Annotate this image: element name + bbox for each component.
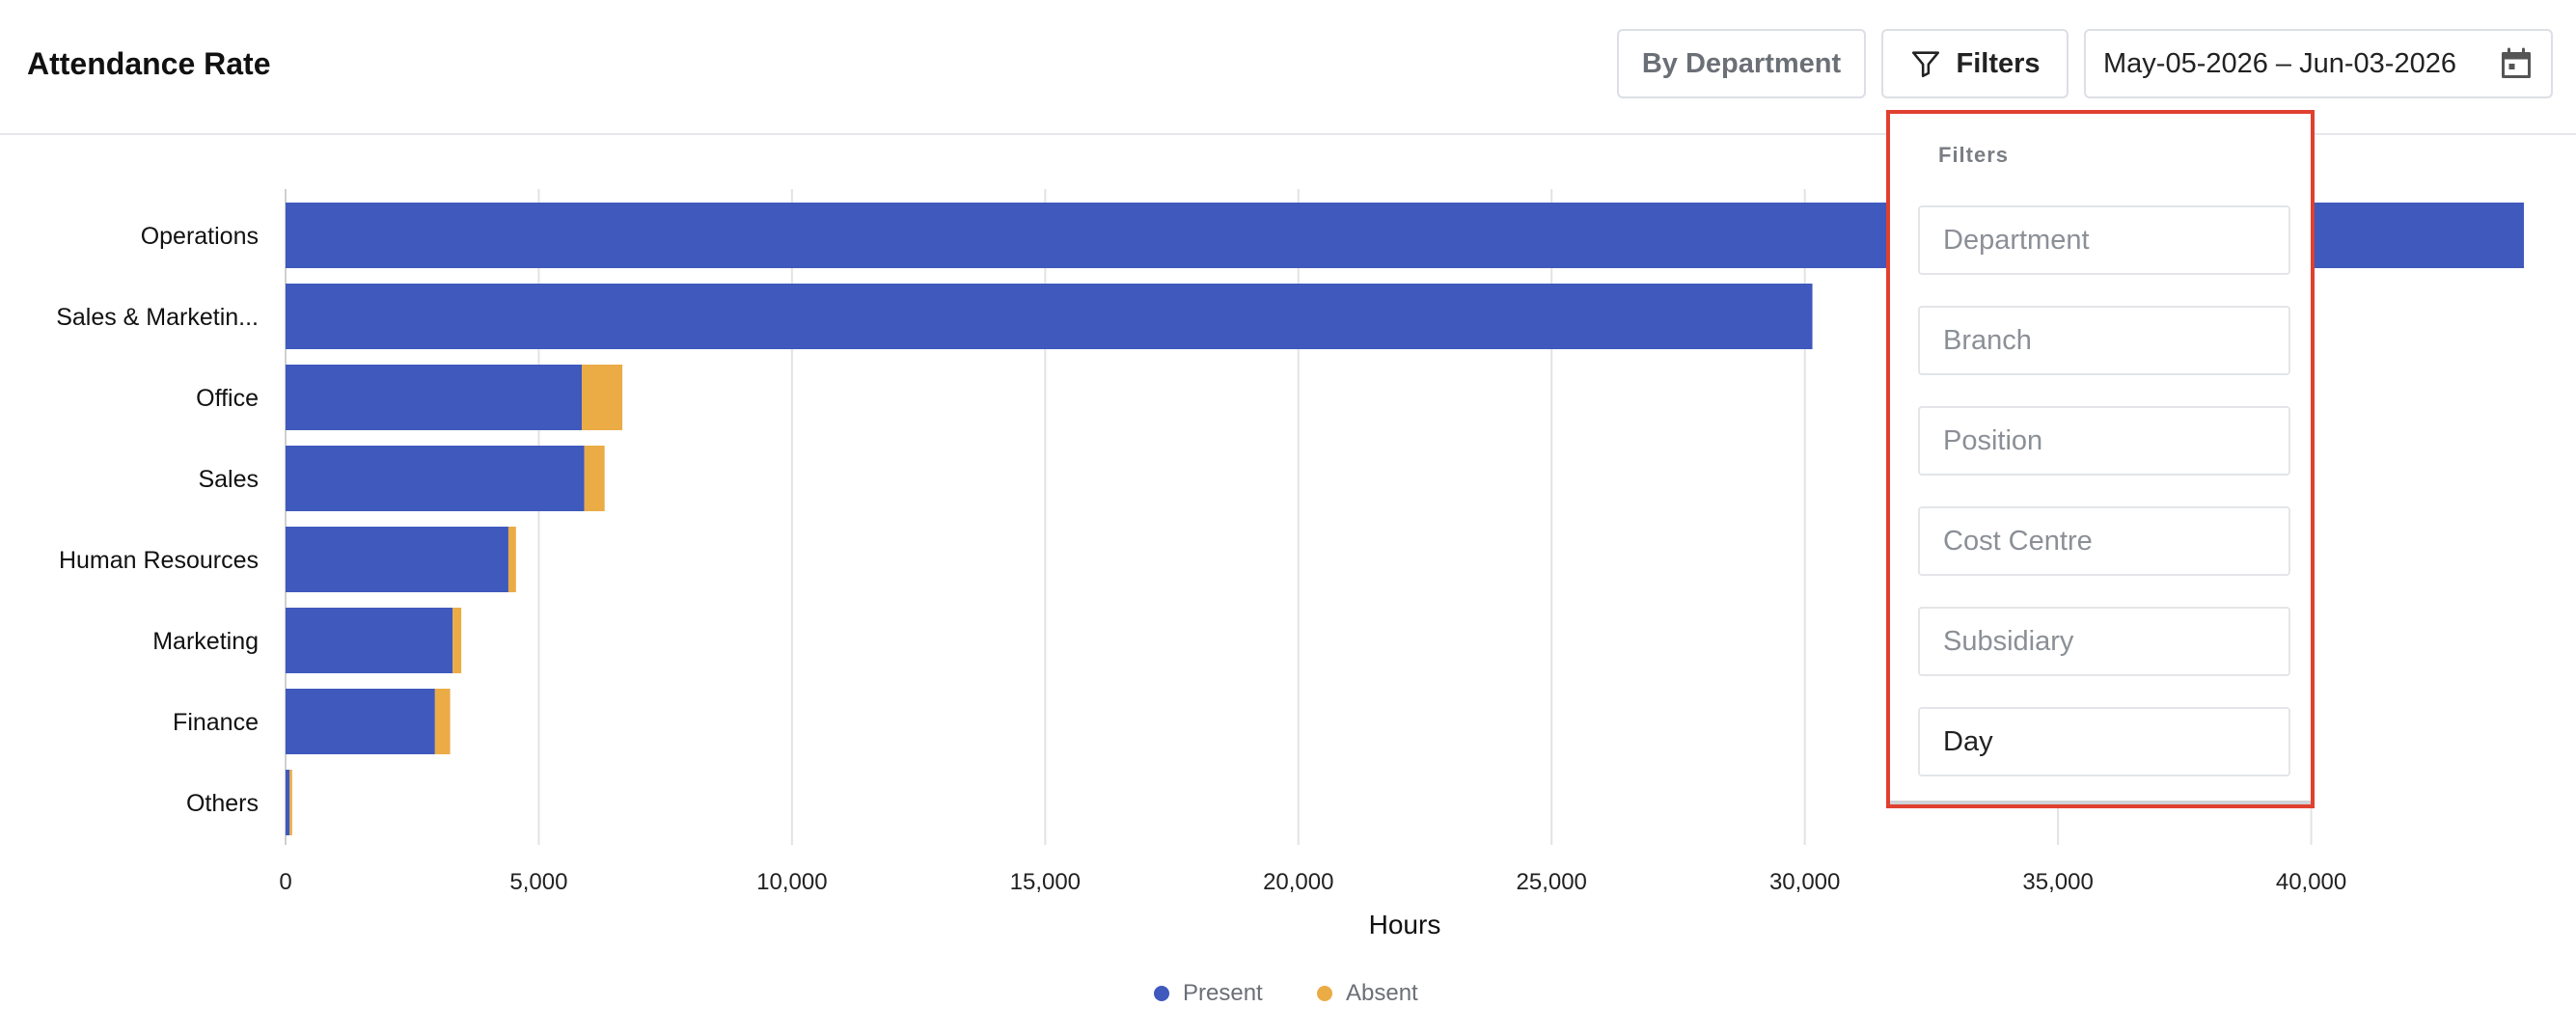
bar-present-2[interactable] bbox=[286, 365, 583, 430]
category-label: Operations bbox=[141, 223, 259, 250]
legend-label-present: Present bbox=[1183, 980, 1263, 1006]
bar-absent-3[interactable] bbox=[584, 446, 605, 511]
x-tick-label: 20,000 bbox=[1263, 869, 1333, 895]
bar-present-4[interactable] bbox=[286, 527, 508, 592]
cost-centre-filter-field[interactable]: Cost Centre bbox=[1918, 506, 2290, 576]
period-filter-value: Day bbox=[1943, 725, 1993, 757]
bar-present-7[interactable] bbox=[286, 770, 290, 835]
category-label: Sales & Marketin... bbox=[56, 304, 259, 331]
bar-present-3[interactable] bbox=[286, 446, 585, 511]
category-label: Finance bbox=[173, 709, 259, 736]
legend-dot-present bbox=[1154, 986, 1169, 1001]
legend-item-present[interactable]: Present bbox=[1154, 980, 1263, 1007]
bar-absent-5[interactable] bbox=[452, 608, 462, 673]
header-bar: Attendance Rate By Department Filters Ma… bbox=[0, 0, 2576, 135]
filters-panel-heading: Filters bbox=[1938, 143, 2010, 167]
branch-filter-field[interactable]: Branch bbox=[1918, 306, 2290, 375]
chart-legend: Present Absent bbox=[0, 980, 2576, 1015]
x-tick-label: 0 bbox=[279, 869, 291, 895]
bar-absent-7[interactable] bbox=[289, 770, 292, 835]
legend-item-absent[interactable]: Absent bbox=[1317, 980, 1418, 1007]
x-tick-label: 35,000 bbox=[2022, 869, 2093, 895]
category-label: Office bbox=[196, 385, 259, 412]
position-filter-placeholder: Position bbox=[1943, 424, 2043, 456]
filters-panel: Filters Department Branch Position Cost … bbox=[1886, 110, 2315, 808]
bar-present-5[interactable] bbox=[286, 608, 453, 673]
category-label: Sales bbox=[198, 466, 259, 493]
bar-absent-6[interactable] bbox=[434, 689, 451, 754]
filters-button[interactable]: Filters bbox=[1881, 29, 2069, 98]
page-title: Attendance Rate bbox=[27, 46, 271, 81]
calendar-icon[interactable] bbox=[2499, 44, 2534, 83]
x-tick-label: 10,000 bbox=[756, 869, 827, 895]
filters-button-label: Filters bbox=[1956, 47, 2041, 79]
category-label: Human Resources bbox=[59, 547, 259, 574]
filter-icon bbox=[1912, 51, 1940, 78]
x-tick-label: 25,000 bbox=[1517, 869, 1587, 895]
department-filter-placeholder: Department bbox=[1943, 224, 2090, 256]
legend-dot-absent bbox=[1317, 986, 1332, 1001]
branch-filter-placeholder: Branch bbox=[1943, 324, 2032, 356]
cost-centre-filter-placeholder: Cost Centre bbox=[1943, 525, 2093, 557]
x-tick-label: 30,000 bbox=[1769, 869, 1840, 895]
subsidiary-filter-placeholder: Subsidiary bbox=[1943, 625, 2074, 657]
bar-absent-2[interactable] bbox=[582, 365, 623, 430]
date-range-text: May-05-2026 – Jun-03-2026 bbox=[2103, 47, 2456, 79]
department-filter-field[interactable]: Department bbox=[1918, 205, 2290, 275]
bar-absent-4[interactable] bbox=[507, 527, 516, 592]
group-by-button[interactable]: By Department bbox=[1617, 29, 1866, 98]
attendance-bar-chart: 0 5,000 10,000 15,000 20,000 25,000 30,000 35,0… bbox=[56, 189, 2524, 939]
category-label: Others bbox=[186, 790, 259, 817]
legend-label-absent: Absent bbox=[1346, 980, 1418, 1006]
x-axis-label: Hours bbox=[1369, 910, 1441, 939]
subsidiary-filter-field[interactable]: Subsidiary bbox=[1918, 607, 2290, 676]
x-tick-label: 15,000 bbox=[1010, 869, 1081, 895]
x-tick-label: 5,000 bbox=[509, 869, 567, 895]
filters-panel-body: Filters Department Branch Position Cost … bbox=[1890, 114, 2311, 804]
position-filter-field[interactable]: Position bbox=[1918, 406, 2290, 476]
bar-present-1[interactable] bbox=[286, 284, 1813, 349]
period-filter-field[interactable]: Day bbox=[1918, 707, 2290, 776]
category-label: Marketing bbox=[152, 628, 259, 655]
x-tick-label: 40,000 bbox=[2276, 869, 2346, 895]
bar-present-6[interactable] bbox=[286, 689, 435, 754]
date-range-picker[interactable]: May-05-2026 – Jun-03-2026 bbox=[2084, 29, 2553, 98]
